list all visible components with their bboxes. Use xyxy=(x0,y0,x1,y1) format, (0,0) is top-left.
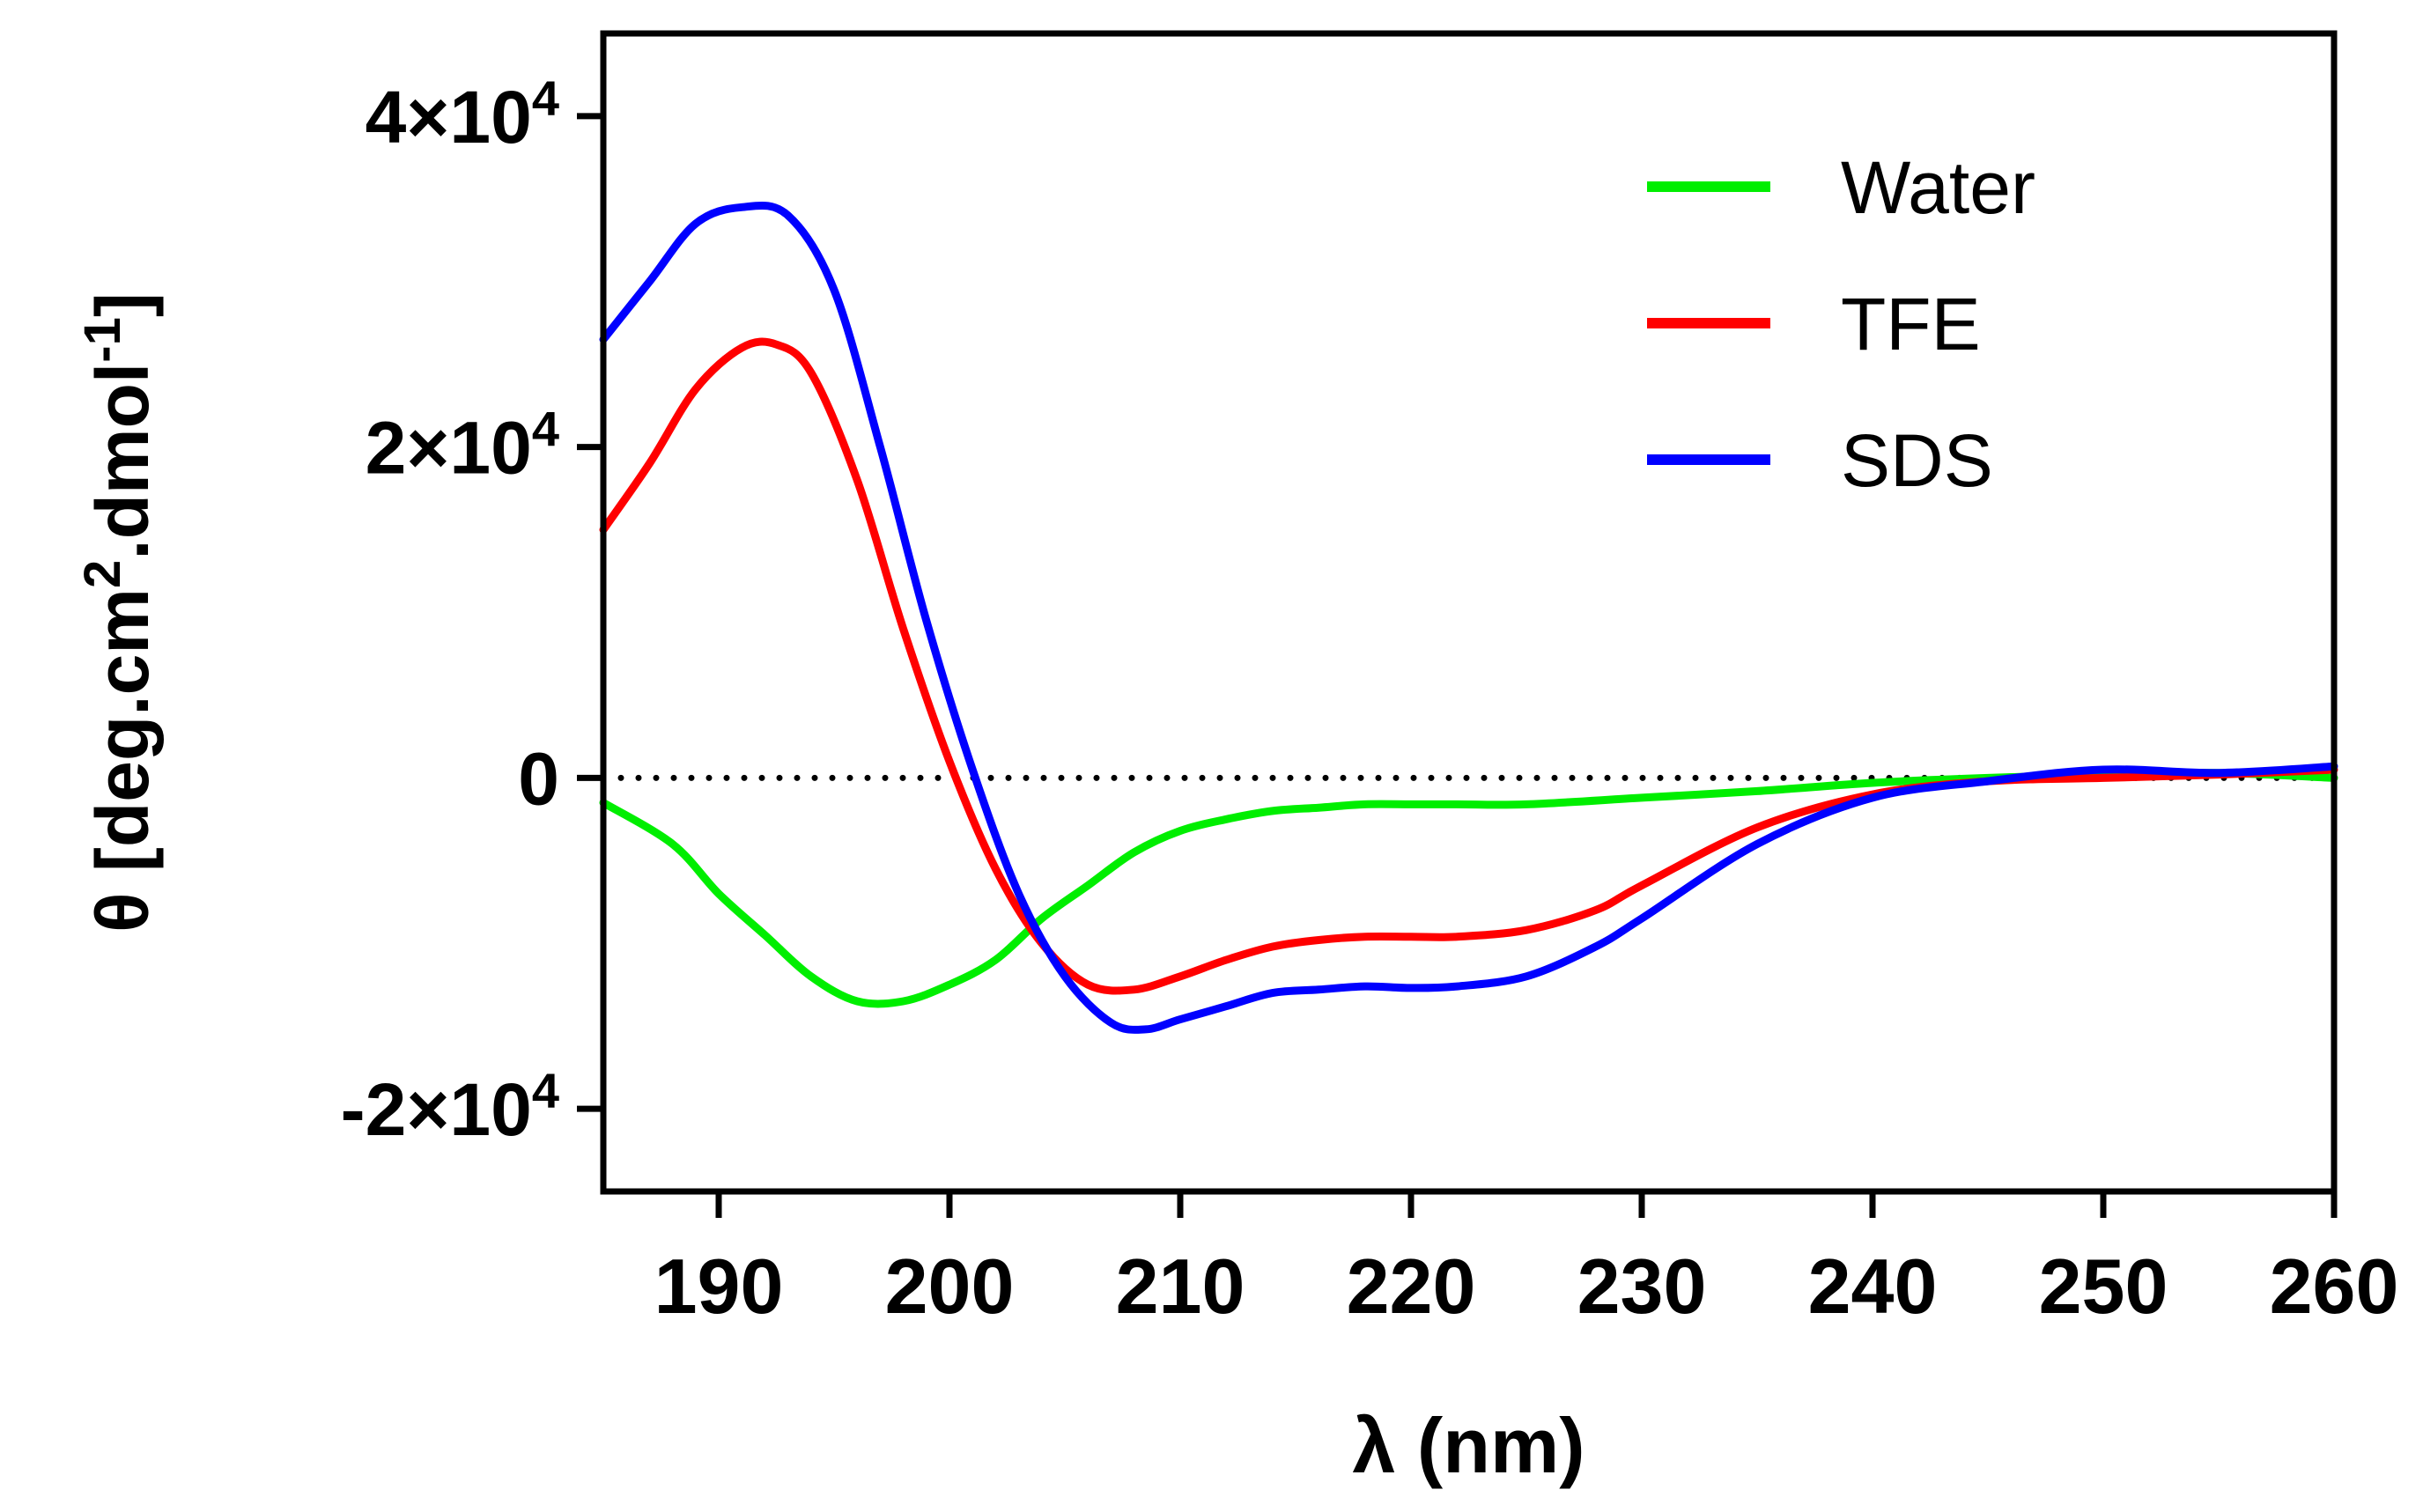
y-axis-title-middle: .dmol xyxy=(81,363,164,560)
x-tick-label-190: 190 xyxy=(654,1243,784,1330)
y-axis-title-end: ] xyxy=(81,292,164,317)
legend: Water TFE SDS xyxy=(1647,146,2035,502)
y-axis-title-main: θ [deg.cm xyxy=(81,588,164,933)
x-tick-label-200: 200 xyxy=(885,1243,1015,1330)
series-line-sds xyxy=(599,201,2338,1034)
y-axis-title: θ [deg.cm2.dmol-1] xyxy=(74,292,165,933)
series-line-water xyxy=(599,769,2338,1008)
y-axis-title-sup-neg1: -1 xyxy=(74,317,131,363)
x-tick-label-260: 260 xyxy=(2270,1243,2399,1330)
y-tick-label-0: 0 xyxy=(518,737,559,820)
y-axis-title-sup-2: 2 xyxy=(74,560,131,588)
legend-label-sds: SDS xyxy=(1841,419,1993,502)
x-axis: 190 200 210 220 230 240 250 260 xyxy=(654,1191,2399,1330)
legend-label-water: Water xyxy=(1841,146,2035,229)
y-tick-label-40000: 4×104 xyxy=(366,70,559,159)
x-tick-label-210: 210 xyxy=(1116,1243,1245,1330)
x-axis-title: λ (nm) xyxy=(1353,1402,1585,1489)
legend-label-tfe: TFE xyxy=(1841,283,1981,365)
series-layer xyxy=(599,201,2338,1034)
y-tick-label--20000: -2×104 xyxy=(341,1063,559,1152)
y-axis: 4×104 2×104 0 -2×104 xyxy=(341,70,603,1151)
series-line-tfe xyxy=(599,337,2338,995)
x-tick-label-220: 220 xyxy=(1347,1243,1476,1330)
x-tick-label-250: 250 xyxy=(2039,1243,2168,1330)
y-tick-label-20000: 2×104 xyxy=(366,401,559,490)
plot-frame xyxy=(600,30,2338,1195)
x-tick-label-230: 230 xyxy=(1577,1243,1707,1330)
x-tick-label-240: 240 xyxy=(1808,1243,1938,1330)
